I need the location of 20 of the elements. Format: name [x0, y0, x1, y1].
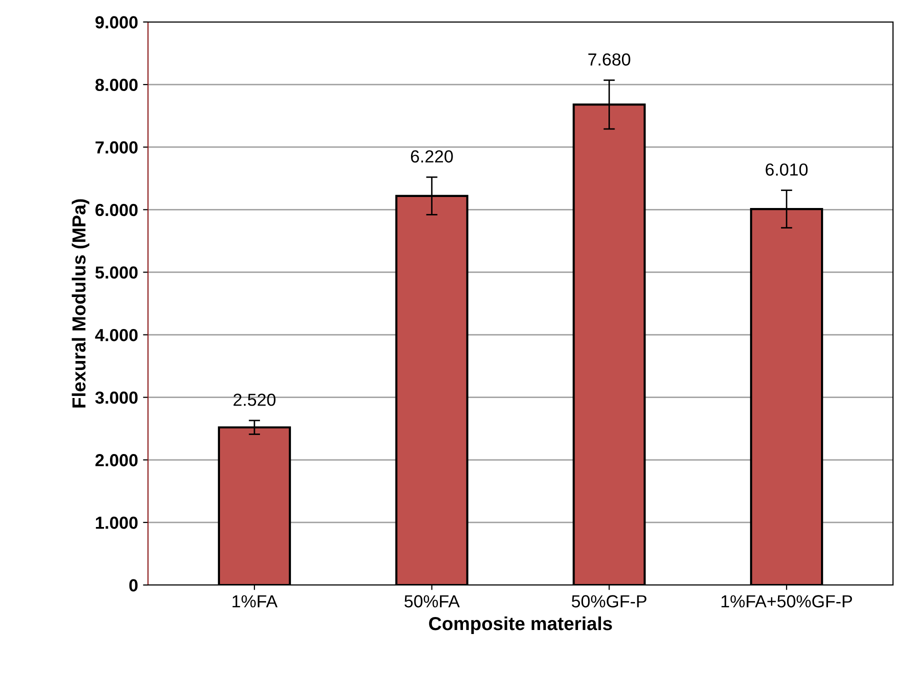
- x-tick-label: 50%FA: [404, 595, 460, 608]
- y-tick-label: 0: [129, 579, 138, 592]
- x-tick-label: 1%FA: [232, 595, 278, 608]
- x-axis-title: Composite materials: [429, 616, 612, 634]
- y-tick-label: 4.000: [95, 328, 138, 342]
- data-label: 2.520: [234, 394, 276, 406]
- y-tick-label: 6.000: [95, 204, 138, 216]
- data-label: 6.220: [410, 150, 453, 163]
- x-tick-label: 50%GF-P: [572, 595, 646, 608]
- y-tick-label: 1.000: [96, 516, 138, 529]
- y-tick-label: 8.000: [95, 78, 138, 92]
- y-axis-title: Flexural Modulus (MPa): [72, 199, 90, 408]
- y-tick-label: 2.000: [95, 454, 138, 466]
- y-tick-label: 9.000: [95, 16, 138, 28]
- y-tick-label: 5.000: [95, 266, 138, 279]
- y-tick-label: 3.000: [95, 392, 138, 404]
- y-tick-label: 7.000: [96, 141, 138, 154]
- x-tick-label: 1%FA+50%GF-P: [722, 595, 852, 608]
- data-label: 7.680: [588, 53, 630, 66]
- data-label: 6.010: [766, 163, 808, 176]
